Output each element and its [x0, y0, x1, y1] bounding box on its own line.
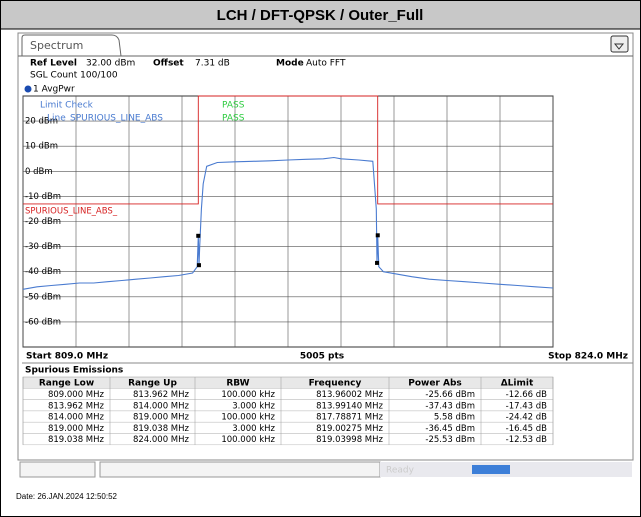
ref-level: 32.00 dBm [86, 59, 135, 69]
status: Ready [386, 466, 415, 476]
table-cell: 5.58 dBm [434, 413, 475, 423]
column-header: Frequency [309, 379, 362, 389]
y-tick-label: 10 dBm [25, 142, 58, 152]
trace-label: 1 AvgPwr [33, 85, 75, 95]
menu-arrow [613, 43, 625, 50]
table-cell: 813.99140 MHz [316, 401, 383, 411]
column-header: Range Low [39, 379, 94, 389]
date: Date: 26.JAN.2024 12:50:52 [16, 492, 118, 501]
table-cell: 100.000 kHz [221, 435, 275, 445]
column-header: ΔLimit [501, 379, 534, 389]
column-header: Power Abs [408, 379, 462, 389]
y-tick-label: -40 dBm [25, 267, 61, 277]
table-cell: -37.43 dBm [425, 401, 475, 411]
limit-check-result: PASS [222, 101, 245, 111]
ref-level-label: Ref Level [30, 59, 77, 69]
table-cell: 100.000 kHz [221, 390, 275, 400]
progress [472, 465, 510, 474]
table-cell: -24.42 dB [506, 413, 547, 423]
mode-label: Mode [276, 59, 304, 69]
stop-freq: Stop 824.0 MHz [548, 352, 628, 362]
points: 5005 pts [300, 352, 344, 362]
peak-marker [196, 233, 201, 238]
table: Range Low Range Up RBW Frequency Power Abs ΔL… [22, 376, 554, 445]
table-cell: 819.00275 MHz [316, 424, 383, 434]
line-name: SPURIOUS_LINE_ABS [70, 114, 163, 124]
table-cell: 809.000 MHz [48, 390, 105, 400]
table-cell: -36.45 dBm [425, 424, 475, 434]
table-cell: 814.000 MHz [48, 413, 105, 423]
trace-dot [24, 85, 32, 93]
tab-label[interactable]: Spectrum [30, 39, 83, 52]
table-header-bg [22, 376, 554, 389]
y-tick-label: -20 dBm [25, 217, 61, 227]
plot: 20 dBm 10 dBm 0 dBm -10 dBm -20 dBm -30 dBm -4… [22, 95, 554, 348]
trace [22, 156, 554, 290]
offset: 7.31 dB [195, 59, 230, 69]
table-cell: 813.962 MHz [48, 401, 105, 411]
peak-marker [375, 260, 380, 265]
limit-line [23, 95, 553, 205]
table-cell: 817.78871 MHz [316, 413, 383, 423]
table-cell: 819.038 MHz [48, 435, 105, 445]
mode: Auto FFT [306, 59, 346, 69]
sgl-count: SGL Count 100/100 [30, 71, 118, 81]
table-cell: -17.43 dB [506, 401, 547, 411]
table-cell: -12.53 dB [506, 435, 547, 445]
table-cell: -25.53 dBm [425, 435, 475, 445]
table-cell: 814.000 MHz [133, 401, 190, 411]
table-title: Spurious Emissions [25, 366, 123, 376]
title-bar [1, 1, 640, 29]
y-tick-label: -10 dBm [25, 192, 61, 202]
table-cell: 824.000 MHz [133, 435, 190, 445]
peak-marker [196, 263, 201, 268]
limit-check-label: Limit Check [40, 101, 94, 111]
table-cell: 3.000 kHz [232, 401, 275, 411]
y-tick-label: -50 dBm [25, 292, 61, 302]
column-header: Range Up [128, 379, 177, 389]
table-cell: -16.45 dB [506, 424, 547, 434]
y-tick-label: -60 dBm [25, 317, 61, 327]
start-freq: Start 809.0 MHz [26, 352, 108, 362]
line-result: PASS [222, 114, 245, 124]
table-cell: -12.66 dB [506, 390, 547, 400]
title: LCH / DFT-QPSK / Outer_Full [217, 7, 424, 24]
table-cell: 3.000 kHz [232, 424, 275, 434]
table-cell: 819.038 MHz [133, 424, 190, 434]
status-box[interactable] [19, 461, 96, 478]
status-box[interactable] [99, 461, 381, 478]
y-tick-label: 20 dBm [25, 117, 58, 127]
table-cell: 819.000 MHz [133, 413, 190, 423]
table-cell: 100.000 kHz [221, 413, 275, 423]
table-cell: -25.66 dBm [425, 390, 475, 400]
line-label: Line [47, 114, 66, 124]
offset-label: Offset [153, 59, 184, 69]
peak-marker [375, 233, 380, 238]
table-cell: 819.000 MHz [48, 424, 105, 434]
table-cell: 813.96002 MHz [316, 390, 383, 400]
y-tick-label: 0 dBm [25, 167, 53, 177]
table-cell: 813.962 MHz [133, 390, 190, 400]
tab[interactable] [21, 34, 122, 57]
limit-line-label: SPURIOUS_LINE_ABS_ [25, 206, 118, 216]
y-tick-label: -30 dBm [25, 242, 61, 252]
table-cell: 819.03998 MHz [316, 435, 383, 445]
column-header: RBW [226, 379, 249, 389]
